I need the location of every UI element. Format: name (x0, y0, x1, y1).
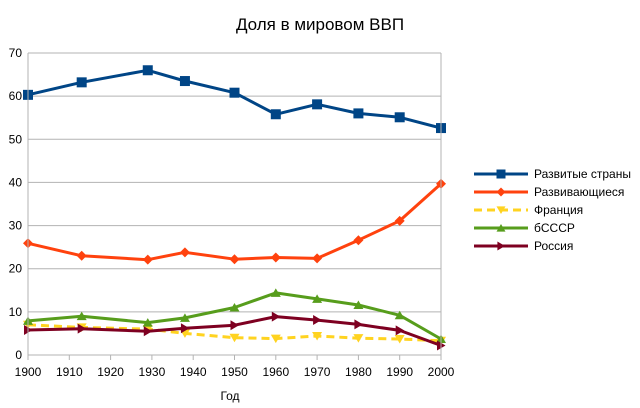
data-point (270, 252, 281, 263)
data-point (353, 235, 364, 246)
series-line (27, 315, 442, 347)
data-point (179, 247, 190, 258)
legend-label: Россия (534, 239, 573, 253)
x-tick-label: 1930 (139, 365, 166, 379)
legend-label: Развитые страны (534, 167, 631, 181)
data-point (394, 310, 405, 320)
series-4 (24, 311, 446, 351)
chart-title: Доля в мировом ВВП (236, 15, 404, 34)
data-point (143, 326, 153, 337)
y-tick-label: 70 (9, 46, 23, 60)
x-tick-label: 1900 (15, 365, 42, 379)
data-point (229, 333, 240, 343)
data-point (394, 215, 405, 226)
legend-marker (496, 187, 506, 197)
x-tick-label: 2000 (428, 365, 455, 379)
legend-label: бСССР (534, 221, 575, 235)
x-tick-label: 1990 (386, 365, 413, 379)
data-point (312, 294, 323, 303)
axes: 0 10 20 30 40 50 60 70 1900 1910 1920 1930 1940 1950 1… (9, 46, 455, 379)
x-tick-label: 1920 (97, 365, 124, 379)
data-point (353, 300, 364, 309)
data-point (179, 313, 190, 322)
data-point (312, 99, 323, 110)
data-point (180, 323, 190, 334)
data-point (179, 76, 190, 87)
data-point (230, 320, 239, 331)
legend-marker (496, 169, 506, 179)
data-point (142, 318, 153, 327)
y-tick-label: 50 (9, 132, 23, 146)
series-line (27, 323, 442, 343)
data-point (353, 108, 364, 119)
series-line (27, 182, 443, 262)
y-tick-label: 20 (9, 262, 23, 276)
y-tick-label: 40 (9, 175, 23, 189)
series-0 (23, 65, 446, 134)
x-axis-label: Год (220, 389, 239, 403)
data-point (229, 87, 240, 98)
data-point (354, 319, 363, 330)
data-point (76, 77, 87, 88)
series-line (27, 68, 442, 130)
data-point (229, 303, 240, 312)
data-point (229, 254, 240, 265)
x-tick-label: 1940 (180, 365, 207, 379)
y-tick-label: 10 (9, 305, 23, 319)
series-1 (23, 178, 446, 265)
x-tick-label: 1970 (304, 365, 331, 379)
data-point (395, 325, 405, 336)
series-3 (23, 288, 446, 344)
data-point (270, 334, 281, 344)
data-point (142, 254, 153, 265)
data-point (271, 311, 281, 322)
legend-label: Франция (534, 203, 583, 217)
grid-lines (28, 52, 441, 356)
legend-marker (496, 223, 506, 232)
y-tick-label: 60 (9, 89, 23, 103)
data-point (353, 334, 364, 343)
x-tick-label: 1910 (56, 365, 83, 379)
data-point (394, 112, 405, 123)
data-point (76, 311, 87, 321)
legend: Развитые страны Развивающиеся Франция бСССР… (474, 167, 631, 253)
data-point (312, 332, 323, 341)
data-point (270, 109, 281, 120)
legend-label: Развивающиеся (534, 185, 624, 199)
data-point (270, 288, 281, 297)
legend-marker (497, 241, 506, 251)
x-tick-label: 1980 (345, 365, 372, 379)
x-tick-label: 1950 (221, 365, 248, 379)
data-point (77, 323, 87, 334)
series-group (23, 65, 446, 351)
y-tick-label: 0 (15, 348, 22, 362)
series-line (27, 291, 442, 341)
data-point (313, 315, 322, 326)
y-tick-label: 30 (9, 219, 23, 233)
data-point (142, 65, 153, 76)
data-point (76, 250, 87, 261)
x-tick-label: 1960 (262, 365, 289, 379)
data-point (394, 335, 405, 344)
legend-marker (496, 206, 506, 215)
data-point (312, 253, 323, 264)
